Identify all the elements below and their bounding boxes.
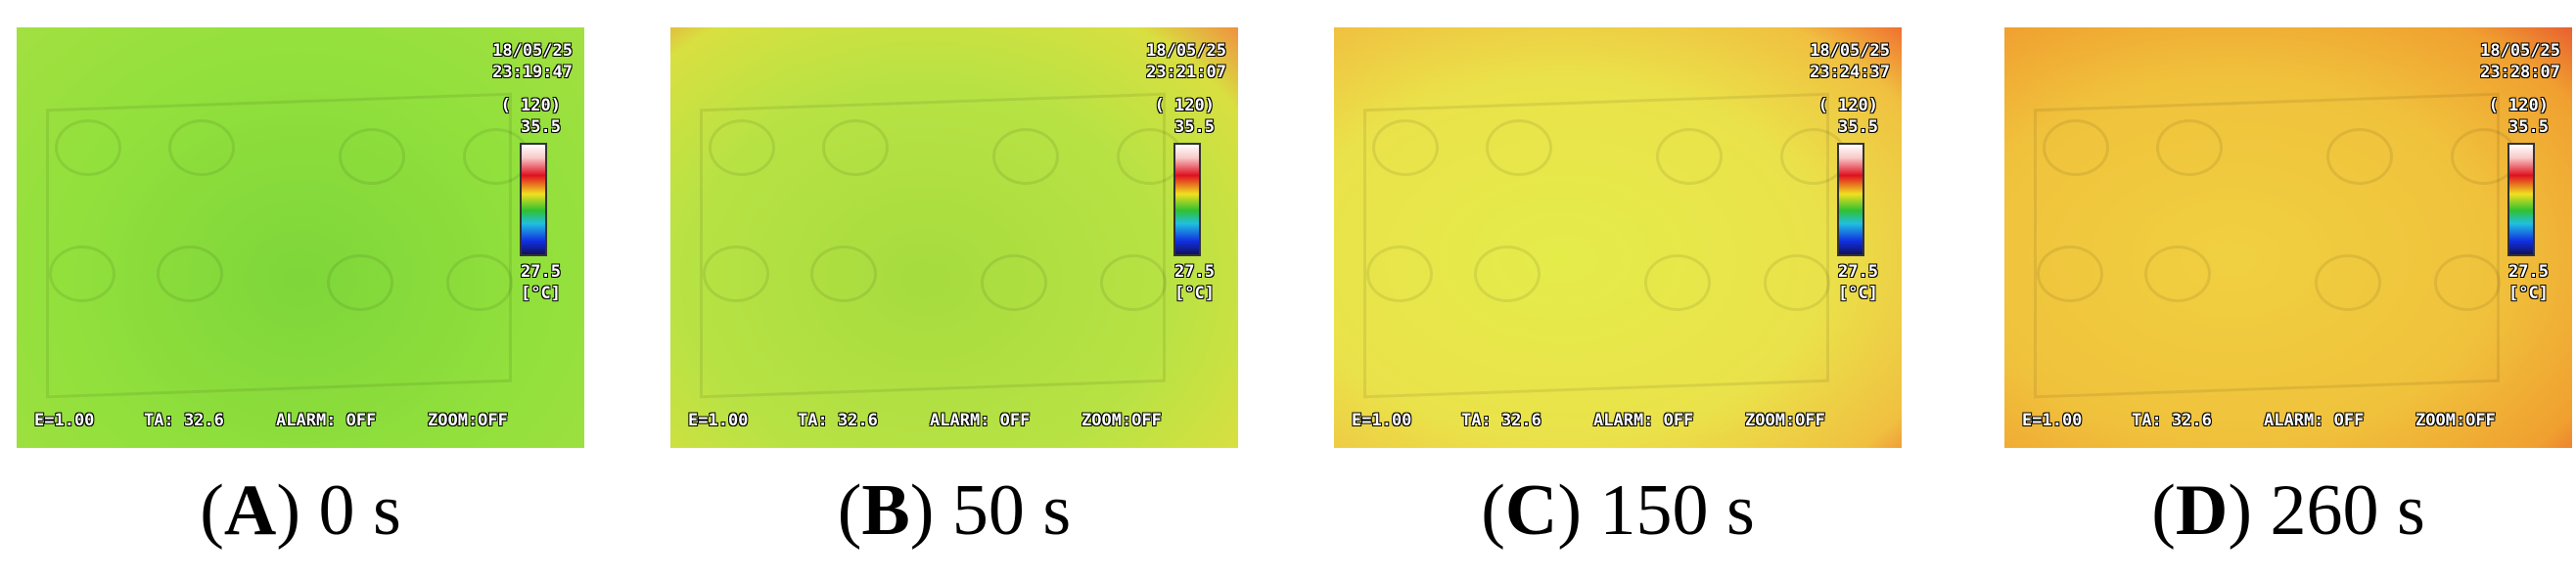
caption-time: ) 260 s: [2228, 470, 2425, 551]
time: 23:19:47: [492, 63, 573, 82]
unit: [°C]: [521, 284, 561, 303]
caption-open: (: [837, 470, 862, 551]
hole: [445, 254, 513, 311]
status: ALARM: OFF: [2264, 411, 2365, 430]
caption-time: ) 150 s: [1557, 470, 1755, 551]
hole: [1485, 119, 1552, 177]
hole: [2325, 128, 2393, 185]
max-temp: 35.5: [2508, 117, 2549, 137]
hole: [1655, 128, 1723, 185]
range: ( 120): [1817, 96, 1878, 115]
status: ZOOM:OFF: [428, 411, 508, 430]
max-temp: 35.5: [1174, 117, 1215, 137]
hole: [1099, 254, 1167, 311]
panel: 18/05/25 23:21:07 ( 120) 35.5 27.5 [°C] E=1.00…: [670, 0, 1248, 579]
color-scale: [1173, 143, 1201, 256]
time: 23:28:07: [2480, 63, 2560, 82]
status: TA: 32.6: [2132, 411, 2212, 430]
min-temp: 27.5: [1838, 262, 1878, 282]
hole: [48, 245, 115, 303]
date: 18/05/25: [1146, 41, 1226, 61]
range: ( 120): [1154, 96, 1215, 115]
panel: 18/05/25 23:24:37 ( 120) 35.5 27.5 [°C] E=1.00…: [1334, 0, 1911, 579]
hole: [54, 119, 121, 177]
status: ZOOM:OFF: [1745, 411, 1825, 430]
unit: [°C]: [1174, 284, 1215, 303]
status: TA: 32.6: [144, 411, 224, 430]
hole: [1371, 119, 1439, 177]
max-temp: 35.5: [1838, 117, 1878, 137]
hole: [991, 128, 1059, 185]
status: ALARM: OFF: [1593, 411, 1694, 430]
panel: 18/05/25 23:19:47 ( 120) 35.5 27.5 [°C] E=1.00…: [17, 0, 594, 579]
thermal-image: 18/05/25 23:19:47 ( 120) 35.5 27.5 [°C] E=1.00…: [17, 27, 584, 448]
hole: [338, 128, 405, 185]
hole: [2433, 254, 2501, 311]
time: 23:24:37: [1810, 63, 1890, 82]
caption-time: ) 50 s: [909, 470, 1072, 551]
caption-letter: C: [1504, 470, 1558, 551]
hole: [167, 119, 235, 177]
caption-letter: A: [223, 470, 277, 551]
hole: [1763, 254, 1830, 311]
color-scale: [1837, 143, 1864, 256]
caption-letter: B: [861, 470, 910, 551]
range: ( 120): [500, 96, 561, 115]
caption-open: (: [1481, 470, 1505, 551]
date: 18/05/25: [1810, 41, 1890, 61]
hole: [2036, 245, 2103, 303]
hole: [2144, 245, 2211, 303]
status: E=1.00: [34, 411, 95, 430]
hole: [2155, 119, 2223, 177]
thermal-image: 18/05/25 23:24:37 ( 120) 35.5 27.5 [°C] E=1.00…: [1334, 27, 1902, 448]
hole: [821, 119, 889, 177]
hole: [1644, 254, 1711, 311]
unit: [°C]: [1838, 284, 1878, 303]
hole: [702, 245, 769, 303]
range: ( 120): [2488, 96, 2549, 115]
caption: (B) 50 s: [670, 469, 1238, 553]
color-scale: [2507, 143, 2535, 256]
min-temp: 27.5: [2508, 262, 2549, 282]
thermal-image: 18/05/25 23:21:07 ( 120) 35.5 27.5 [°C] E=1.00…: [670, 27, 1238, 448]
status: E=1.00: [1352, 411, 1412, 430]
hole: [1474, 245, 1541, 303]
hole: [981, 254, 1047, 311]
panel: 18/05/25 23:28:07 ( 120) 35.5 27.5 [°C] E=1.00…: [2004, 0, 2576, 579]
hole: [810, 245, 877, 303]
caption-open: (: [200, 470, 224, 551]
status: ALARM: OFF: [276, 411, 377, 430]
status: ZOOM:OFF: [1081, 411, 1162, 430]
caption-letter: D: [2175, 470, 2229, 551]
caption: (A) 0 s: [17, 469, 584, 553]
date: 18/05/25: [2480, 41, 2560, 61]
hole: [708, 119, 775, 177]
time: 23:21:07: [1146, 63, 1226, 82]
hole: [327, 254, 393, 311]
color-scale: [520, 143, 547, 256]
status: E=1.00: [688, 411, 749, 430]
hole: [1365, 245, 1433, 303]
status: TA: 32.6: [798, 411, 878, 430]
hole: [157, 245, 223, 303]
status: ALARM: OFF: [930, 411, 1031, 430]
min-temp: 27.5: [1174, 262, 1215, 282]
caption: (D) 260 s: [2004, 469, 2572, 553]
max-temp: 35.5: [521, 117, 561, 137]
date: 18/05/25: [492, 41, 573, 61]
status: ZOOM:OFF: [2415, 411, 2496, 430]
hole: [2042, 119, 2109, 177]
status: TA: 32.6: [1461, 411, 1541, 430]
min-temp: 27.5: [521, 262, 561, 282]
caption-open: (: [2151, 470, 2176, 551]
caption-time: ) 0 s: [276, 470, 401, 551]
caption: (C) 150 s: [1334, 469, 1902, 553]
hole: [2315, 254, 2381, 311]
thermal-image: 18/05/25 23:28:07 ( 120) 35.5 27.5 [°C] E=1.00…: [2004, 27, 2572, 448]
unit: [°C]: [2508, 284, 2549, 303]
status: E=1.00: [2022, 411, 2083, 430]
